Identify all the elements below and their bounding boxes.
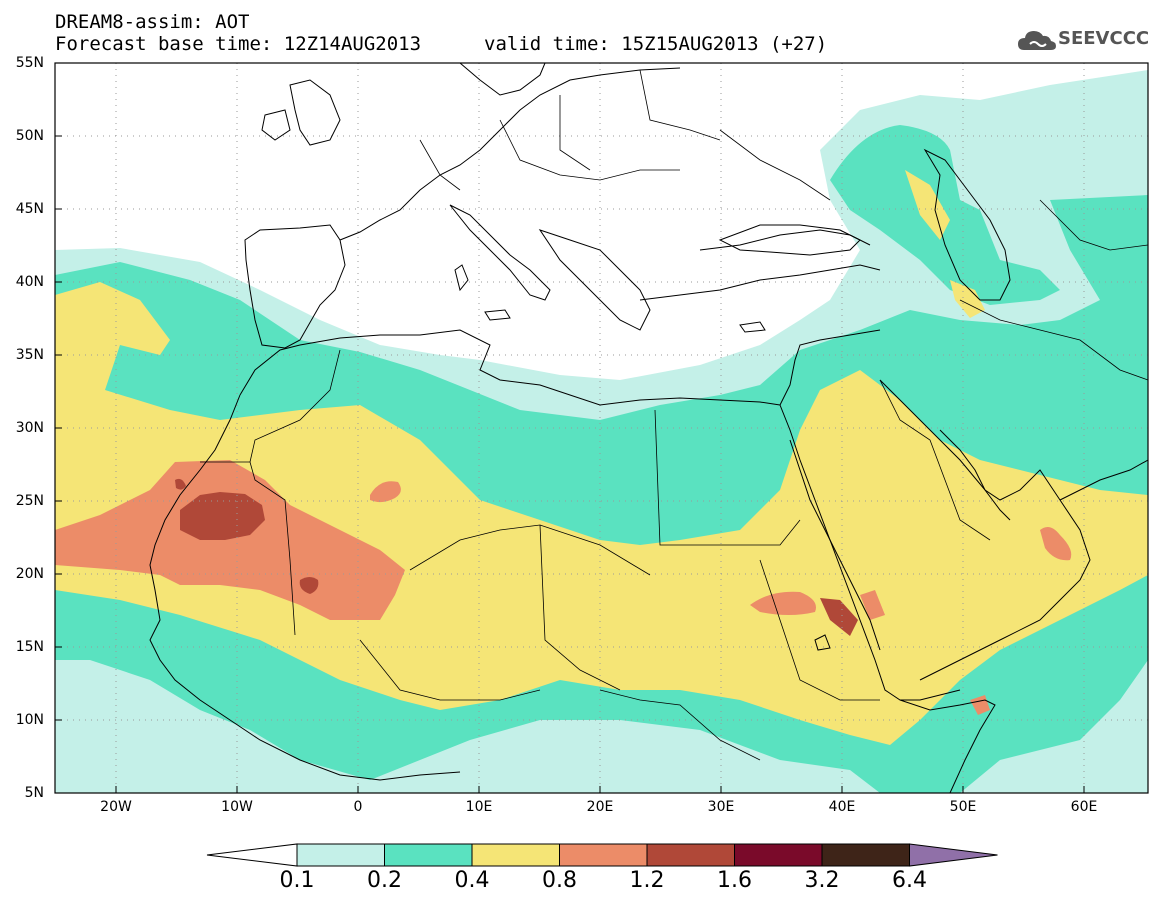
x-tick-label: 10E bbox=[465, 799, 493, 815]
y-tick-label: 30N bbox=[15, 420, 44, 436]
x-tick-label: 10W bbox=[221, 799, 253, 815]
coastlines bbox=[149, 63, 1148, 793]
y-tick-label: 20N bbox=[15, 566, 44, 582]
y-tick-label: 40N bbox=[15, 274, 44, 290]
logo-text: SEEVCCC bbox=[1058, 28, 1150, 49]
map-title: DREAM8-assim: AOT bbox=[55, 11, 250, 33]
y-tick-label: 50N bbox=[15, 128, 44, 144]
aot-map bbox=[54, 62, 1149, 794]
colorbar-label: 1.2 bbox=[629, 868, 665, 893]
cloud-icon bbox=[1018, 31, 1056, 50]
y-tick-label: 5N bbox=[24, 785, 44, 801]
colorbar-label: 0.1 bbox=[279, 868, 315, 893]
y-tick-label: 15N bbox=[15, 639, 44, 655]
x-tick-label: 30E bbox=[707, 799, 735, 815]
x-tick-label: 50E bbox=[949, 799, 977, 815]
x-tick-label: 20W bbox=[100, 799, 132, 815]
y-tick-label: 25N bbox=[15, 493, 44, 509]
forecast-base-time: Forecast base time: 12Z14AUG2013 bbox=[55, 33, 422, 55]
x-tick-label: 0 bbox=[353, 799, 363, 815]
aot-band-1.2 bbox=[175, 478, 858, 636]
colorbar-label: 3.2 bbox=[804, 868, 840, 893]
colorbar-label: 0.2 bbox=[367, 868, 402, 893]
colorbar-label: 0.4 bbox=[454, 868, 490, 893]
y-tick-label: 55N bbox=[15, 55, 44, 71]
colorbar-label: 1.6 bbox=[717, 868, 752, 893]
colorbar-label: 0.8 bbox=[542, 868, 577, 893]
axis-ticks bbox=[55, 135, 1085, 793]
x-tick-label: 20E bbox=[586, 799, 614, 815]
x-tick-label: 40E bbox=[828, 799, 856, 815]
y-tick-label: 10N bbox=[15, 712, 44, 728]
y-tick-label: 35N bbox=[15, 347, 44, 363]
valid-time: valid time: 15Z15AUG2013 (+27) bbox=[484, 33, 828, 55]
graticule bbox=[55, 63, 1148, 793]
colorbar-label: 6.4 bbox=[892, 868, 927, 893]
x-tick-label: 60E bbox=[1070, 799, 1098, 815]
y-tick-label: 45N bbox=[15, 201, 44, 217]
